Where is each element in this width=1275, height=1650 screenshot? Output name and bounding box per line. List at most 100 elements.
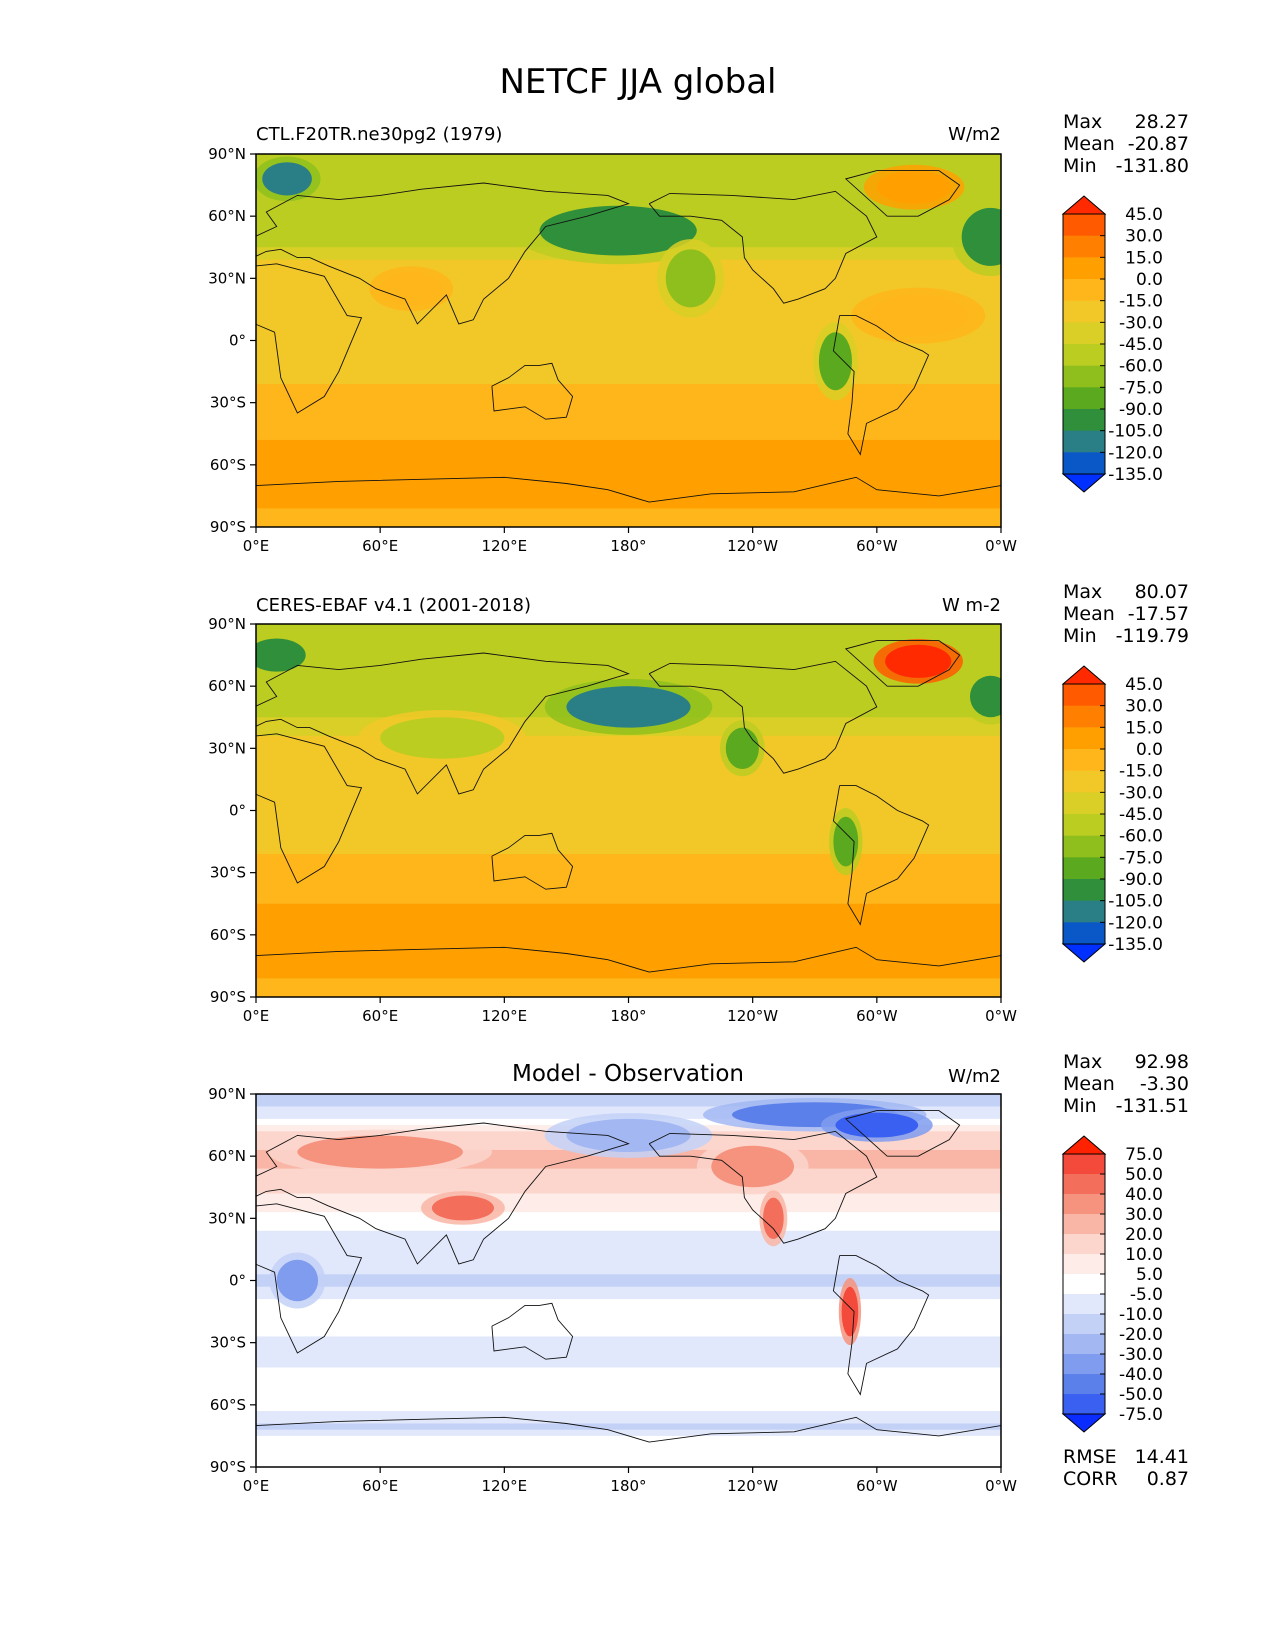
field-band [256, 384, 1001, 391]
field-band [256, 464, 1001, 472]
colorbar-segment [1063, 1374, 1105, 1395]
field-band [256, 841, 1001, 849]
field-band [256, 779, 1001, 787]
x-tick-label: 120°E [482, 1477, 528, 1495]
colorbar-label: -105.0 [1108, 892, 1163, 912]
coastlines [256, 1110, 1001, 1443]
stat-label: Max [1063, 111, 1102, 133]
colorbar-label: 30.0 [1125, 1205, 1163, 1225]
field-band [256, 972, 1001, 979]
colorbar-max-extend [1061, 665, 1107, 685]
field-band [256, 872, 1001, 880]
colorbar-label: -40.0 [1119, 1365, 1163, 1385]
field-band [256, 897, 1001, 905]
colorbar-frame [1062, 1153, 1106, 1415]
stat-value: -3.30 [1140, 1073, 1189, 1095]
field-band [256, 661, 1001, 669]
map-field [256, 1094, 1001, 1467]
field-band [256, 1280, 1001, 1288]
coastline [844, 640, 961, 687]
x-tick-label: 180° [610, 1007, 646, 1025]
colorbar-label: -135.0 [1108, 465, 1163, 485]
axes: 0°E 60°E 120°E 180° 120°W 60°W 0°W 90°N 60°N 30°N… [208, 615, 1017, 1025]
field-band [256, 1411, 1001, 1418]
metric-value: 14.41 [1135, 1446, 1189, 1468]
field-band [256, 408, 1001, 416]
field-band [256, 1386, 1001, 1393]
colorbar-segment [1063, 1194, 1105, 1215]
coastline [491, 832, 574, 890]
y-tick-label: 30°N [208, 739, 246, 757]
field-band [256, 396, 1001, 404]
field-band [256, 1249, 1001, 1257]
field-band [256, 990, 1001, 997]
colorbar-label: -120.0 [1108, 913, 1163, 933]
field-band [256, 1218, 1001, 1226]
field-band [256, 514, 1001, 522]
field-band [256, 941, 1001, 948]
field-band [256, 352, 1001, 360]
field-band [256, 773, 1001, 781]
stat-value: -17.57 [1128, 603, 1189, 625]
coastline [491, 362, 574, 420]
field-band [256, 829, 1001, 836]
field-band [256, 377, 1001, 385]
colorbar-label: -15.0 [1119, 762, 1163, 782]
stat-label: Min [1063, 155, 1097, 177]
field-band [256, 296, 1001, 304]
field-band [256, 978, 1001, 986]
field-band [256, 1106, 1001, 1114]
field-band [256, 1367, 1001, 1375]
colorbar-label: -15.0 [1119, 292, 1163, 312]
field-feature [276, 1259, 319, 1302]
field-band [256, 427, 1001, 435]
field-band [256, 346, 1001, 354]
field-band [256, 903, 1001, 911]
field-feature [969, 675, 1001, 718]
colorbar-label: 20.0 [1125, 1225, 1163, 1245]
field-band [256, 495, 1001, 503]
field-band [256, 1168, 1001, 1176]
coastline [648, 1130, 878, 1244]
y-tick-label: 60°N [208, 1147, 246, 1165]
field-band [256, 891, 1001, 899]
colorbar-segment [1063, 452, 1105, 475]
field-band [256, 1255, 1001, 1263]
field-feature [841, 1286, 859, 1337]
field-band [256, 760, 1001, 768]
field-band [256, 798, 1001, 805]
colorbar-segment [1063, 387, 1105, 410]
y-tick-label: 90°S [210, 518, 246, 536]
field-band [256, 1305, 1001, 1313]
x-tick-label: 60°W [856, 1007, 898, 1025]
colorbar-segment [1063, 214, 1105, 237]
field-band [256, 1330, 1001, 1338]
colorbar: 45.030.015.00.0-15.0-30.0-45.0-60.0-75.0… [1061, 665, 1163, 963]
stat-value: 92.98 [1135, 1051, 1189, 1073]
field-feature [431, 1195, 494, 1221]
colorbar-min-extend [1061, 1413, 1107, 1433]
figure-title: NETCF JJA global [499, 62, 776, 102]
field-band [256, 947, 1001, 955]
colorbar-segment [1063, 900, 1105, 923]
panel-center-title: Model - Observation [512, 1061, 744, 1087]
x-tick-label: 180° [610, 537, 646, 555]
field-band [256, 1348, 1001, 1356]
field-band [256, 1442, 1001, 1449]
stat-label: Mean [1063, 603, 1115, 625]
metric-label: RMSE [1063, 1446, 1117, 1468]
field-band [256, 835, 1001, 843]
colorbar-label: -120.0 [1108, 443, 1163, 463]
x-tick-label: 120°E [482, 537, 528, 555]
y-tick-label: 60°S [210, 1396, 246, 1414]
stats-box: Max 92.98 Mean -3.30 Min -131.51 [1063, 1051, 1189, 1117]
x-tick-label: 0°W [985, 1477, 1017, 1495]
coastline [844, 1110, 961, 1157]
field-band [256, 754, 1001, 762]
field-band [256, 928, 1001, 936]
field-band [256, 1156, 1001, 1163]
panel-diff: Model - Observation W/m2 0°E 60°E 120°E 180… [208, 1051, 1189, 1495]
field-band [256, 1336, 1001, 1344]
field-band [256, 822, 1001, 830]
field-band [256, 1174, 1001, 1182]
